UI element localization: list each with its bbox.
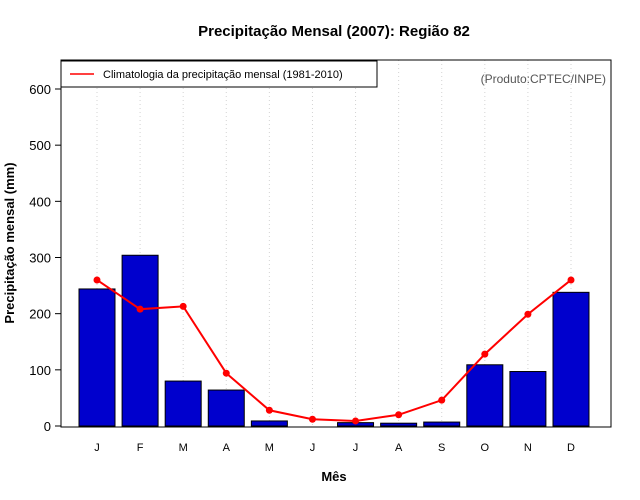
bar-2	[164, 380, 202, 427]
climatology-line	[93, 276, 575, 425]
x-tick-label: J	[353, 442, 359, 454]
bar-1	[121, 254, 159, 427]
climatology-point-6	[352, 417, 360, 425]
x-tick-label: O	[481, 442, 490, 454]
bars	[78, 254, 590, 427]
x-tick-label: F	[137, 442, 144, 454]
x-tick-label: N	[524, 442, 532, 454]
bar-11	[552, 291, 590, 427]
y-tick-label: 200	[29, 307, 51, 322]
x-tick-label: D	[567, 442, 575, 454]
climatology-point-10	[524, 310, 532, 318]
y-axis: 0 100 200 300 400 500 600	[29, 82, 61, 434]
climatology-point-3	[222, 369, 230, 377]
bar-7	[380, 422, 418, 427]
y-tick-label: 0	[44, 419, 51, 434]
climatology-point-4	[265, 406, 273, 414]
x-tick-label: M	[179, 442, 188, 454]
bar-9	[466, 364, 504, 427]
chart-title: Precipitação Mensal (2007): Região 82	[198, 23, 470, 40]
legend-box	[60, 60, 378, 88]
climatology-point-0	[93, 276, 101, 284]
climatology-point-9	[481, 350, 489, 358]
climatology-point-7	[395, 411, 403, 419]
x-axis-label: Mês	[321, 469, 346, 484]
y-tick-label: 400	[29, 194, 51, 209]
climatology-point-5	[308, 415, 316, 423]
legend-entry: Climatologia da precipitação mensal (198…	[103, 69, 343, 81]
x-tick-label: M	[265, 442, 274, 454]
climatology-polyline	[96, 279, 572, 422]
climatology-point-1	[136, 305, 144, 313]
climatology-point-8	[438, 396, 446, 404]
x-tick-label: S	[438, 442, 445, 454]
y-tick-label: 300	[29, 251, 51, 266]
credit-annotation: (Produto:CPTEC/INPE)	[481, 72, 606, 86]
y-axis-label: Precipitação mensal (mm)	[2, 162, 17, 323]
y-tick-label: 100	[29, 363, 51, 378]
climatology-point-11	[567, 276, 575, 284]
bar-8	[423, 421, 461, 427]
x-tick-label: A	[223, 442, 231, 454]
plot-frame	[60, 59, 612, 428]
climatology-point-2	[179, 302, 187, 310]
x-tick-label: A	[395, 442, 403, 454]
y-tick-label: 600	[29, 82, 51, 97]
bar-10	[509, 371, 547, 427]
bar-4	[250, 420, 288, 427]
bar-0	[78, 288, 116, 427]
bar-3	[207, 389, 245, 427]
y-tick-label: 500	[29, 138, 51, 153]
x-tick-label: J	[94, 442, 100, 454]
legend: Climatologia da precipitação mensal (198…	[60, 60, 378, 88]
x-tick-label: J	[310, 442, 316, 454]
